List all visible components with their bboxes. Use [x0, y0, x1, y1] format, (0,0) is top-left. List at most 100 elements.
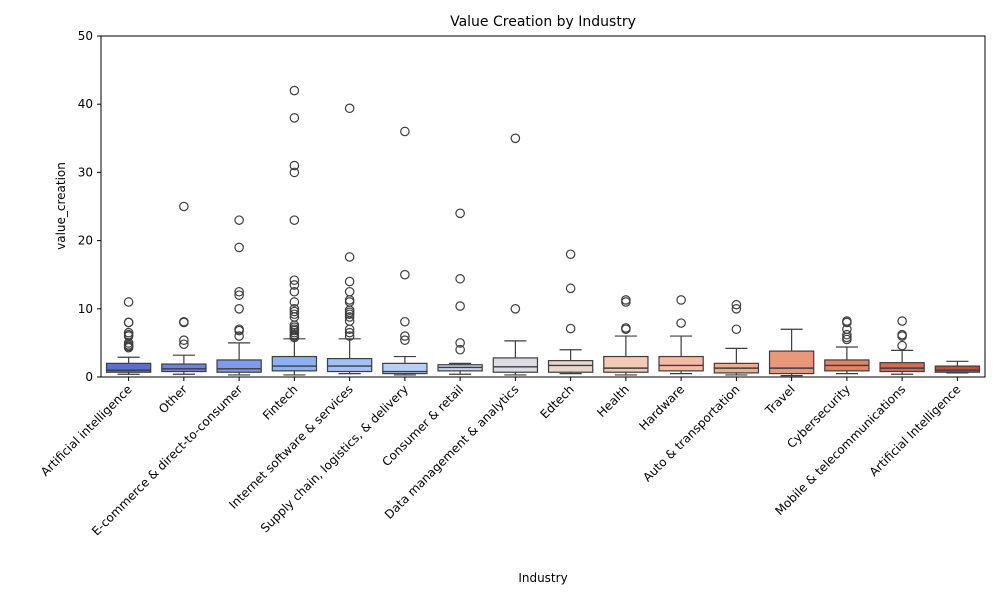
outlier-point: [289, 306, 300, 317]
y-axis-title: value_creation: [54, 162, 68, 250]
outlier-point: [123, 342, 134, 353]
x-axis-title: Industry: [518, 571, 567, 585]
outlier-point: [179, 339, 189, 350]
box-group: [326, 103, 373, 375]
x-tick-label: Artificial Intelligence: [867, 382, 964, 479]
outlier-point: [234, 242, 244, 253]
outlier-point: [344, 103, 355, 114]
outlier-point: [289, 113, 300, 123]
box-group: [382, 126, 428, 376]
x-tick-label: Artificial intelligence: [38, 382, 135, 479]
outlier-point: [344, 331, 355, 341]
plot-area: [105, 85, 981, 377]
x-tick-label: Other: [156, 382, 190, 416]
outlier-point: [565, 249, 576, 260]
x-tick-label: Edtech: [538, 382, 577, 421]
outlier-point: [289, 160, 300, 171]
x-tick-label: Travel: [762, 382, 798, 418]
outlier-point: [344, 309, 355, 320]
box: [382, 362, 428, 375]
outlier-point: [731, 303, 742, 314]
x-tick-label: Health: [594, 382, 632, 420]
outlier-point: [179, 317, 189, 328]
box-group: [437, 208, 483, 375]
outlier-point: [123, 297, 134, 307]
box: [216, 359, 262, 373]
box-group: [105, 297, 152, 375]
outlier-point: [289, 215, 300, 225]
outlier-point: [455, 273, 465, 284]
outlier-point: [400, 316, 410, 327]
box-group: [824, 316, 870, 375]
y-tick-label: 30: [78, 165, 93, 179]
outlier-point: [234, 286, 244, 297]
box: [658, 355, 704, 372]
outlier-point: [400, 126, 410, 137]
outlier-point: [676, 295, 686, 305]
box: [547, 360, 594, 373]
box: [934, 365, 981, 373]
box-group: [658, 295, 704, 375]
outlier-point: [621, 297, 631, 307]
outlier-point: [400, 335, 410, 345]
outlier-point: [289, 275, 300, 285]
chart-title: Value Creation by Industry: [450, 14, 636, 30]
outlier-point: [621, 295, 631, 305]
box-group: [879, 316, 925, 375]
outlier-point: [234, 331, 244, 341]
outlier-point: [621, 324, 631, 335]
outlier-point: [510, 133, 521, 144]
box-group: [492, 133, 539, 376]
outlier-point: [344, 312, 355, 322]
outlier-point: [842, 334, 852, 345]
x-tick-label: Auto & transportation: [640, 382, 742, 484]
y-tick-label: 10: [78, 302, 93, 316]
outlier-point: [234, 303, 244, 314]
box: [768, 350, 815, 375]
outlier-point: [344, 286, 355, 297]
box: [271, 355, 318, 372]
y-tick-label: 50: [78, 29, 93, 43]
box-group: [547, 249, 594, 375]
outlier-point: [842, 317, 852, 328]
outlier-point: [565, 323, 576, 334]
outlier-point: [123, 317, 134, 328]
box-group: [713, 299, 760, 376]
outlier-point: [289, 286, 300, 297]
outlier-point: [179, 335, 189, 345]
outlier-point: [344, 276, 355, 287]
outlier-point: [731, 299, 742, 310]
box-group: [768, 328, 815, 377]
box: [879, 362, 925, 373]
plot-frame: [100, 35, 986, 378]
y-tick-label: 20: [78, 234, 93, 248]
outlier-point: [344, 295, 355, 305]
outlier-point: [234, 290, 244, 300]
box-group: [161, 201, 207, 375]
outlier-point: [344, 297, 355, 307]
outlier-point: [344, 327, 355, 338]
box: [603, 355, 649, 373]
outlier-point: [234, 215, 244, 225]
outlier-point: [179, 201, 189, 212]
box: [105, 362, 152, 373]
box: [326, 357, 373, 373]
outlier-point: [289, 309, 300, 320]
box: [161, 363, 207, 373]
outlier-point: [455, 301, 465, 311]
y-axis: 0 10 20 30 40 50: [78, 29, 101, 384]
y-tick-label: 40: [78, 97, 93, 111]
outlier-point: [289, 280, 300, 290]
outlier-point: [676, 318, 686, 328]
outlier-point: [897, 316, 907, 326]
box-group: [934, 360, 981, 374]
outlier-point: [400, 269, 410, 280]
x-tick-label: Hardware: [636, 382, 687, 433]
y-tick-label: 0: [85, 370, 93, 384]
outlier-point: [400, 331, 410, 341]
outlier-point: [842, 329, 852, 340]
outlier-point: [289, 297, 300, 307]
outlier-point: [289, 85, 300, 96]
